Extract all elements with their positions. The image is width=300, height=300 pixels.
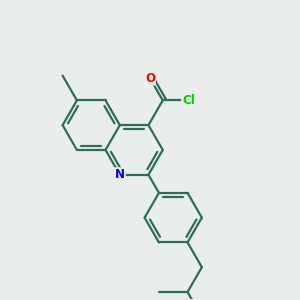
Text: O: O bbox=[145, 72, 155, 85]
Text: Cl: Cl bbox=[182, 94, 195, 107]
Text: N: N bbox=[115, 168, 125, 181]
